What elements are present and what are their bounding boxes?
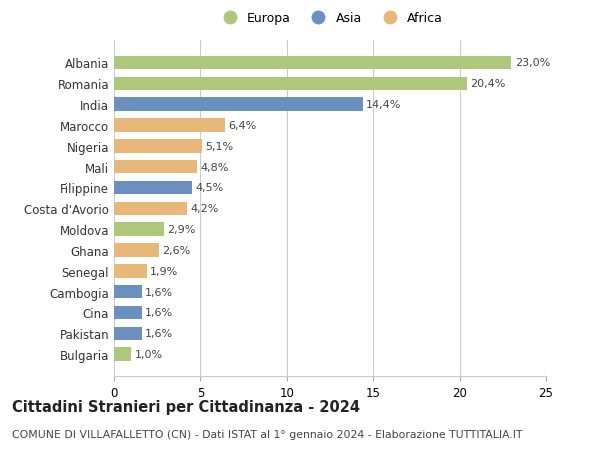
Text: 1,6%: 1,6% <box>145 308 173 318</box>
Text: 1,6%: 1,6% <box>145 287 173 297</box>
Bar <box>114 98 363 112</box>
Text: 2,6%: 2,6% <box>163 246 191 255</box>
Text: 1,6%: 1,6% <box>145 329 173 339</box>
Text: 4,8%: 4,8% <box>200 162 229 172</box>
Bar <box>114 285 142 299</box>
Text: 5,1%: 5,1% <box>206 141 234 151</box>
Bar <box>114 202 187 216</box>
Bar <box>114 244 159 257</box>
Text: 14,4%: 14,4% <box>366 100 401 110</box>
Text: 1,0%: 1,0% <box>135 349 163 359</box>
Text: 1,9%: 1,9% <box>150 266 179 276</box>
Bar <box>114 347 131 361</box>
Bar <box>114 161 197 174</box>
Bar <box>114 327 142 341</box>
Bar <box>114 77 467 91</box>
Bar <box>114 119 224 133</box>
Bar <box>114 264 147 278</box>
Text: 23,0%: 23,0% <box>515 58 550 68</box>
Text: Cittadini Stranieri per Cittadinanza - 2024: Cittadini Stranieri per Cittadinanza - 2… <box>12 399 360 414</box>
Bar <box>114 56 511 70</box>
Text: COMUNE DI VILLAFALLETTO (CN) - Dati ISTAT al 1° gennaio 2024 - Elaborazione TUTT: COMUNE DI VILLAFALLETTO (CN) - Dati ISTA… <box>12 429 523 439</box>
Text: 4,5%: 4,5% <box>195 183 223 193</box>
Bar <box>114 140 202 153</box>
Text: 20,4%: 20,4% <box>470 79 505 89</box>
Text: 2,9%: 2,9% <box>167 224 196 235</box>
Legend: Europa, Asia, Africa: Europa, Asia, Africa <box>212 7 448 30</box>
Bar <box>114 181 192 195</box>
Text: 6,4%: 6,4% <box>228 121 256 131</box>
Bar <box>114 306 142 319</box>
Bar <box>114 223 164 236</box>
Text: 4,2%: 4,2% <box>190 204 218 214</box>
